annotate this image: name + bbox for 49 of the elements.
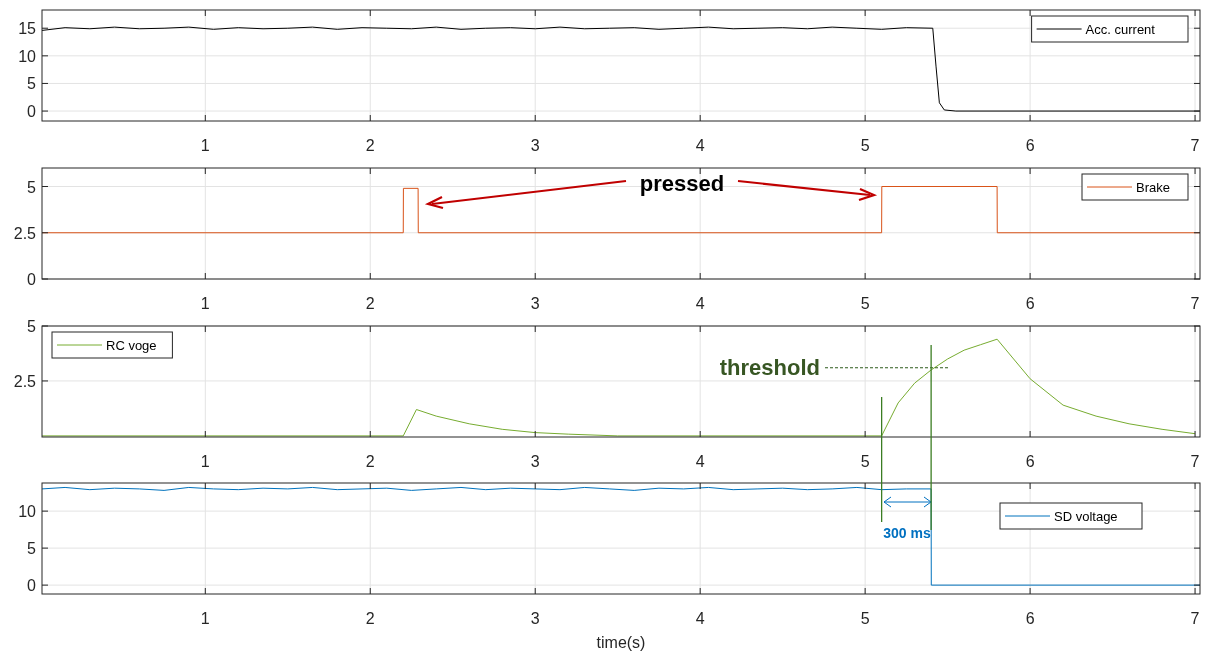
y-tick-label: 10 bbox=[18, 47, 37, 65]
x-tick-label: 6 bbox=[1025, 610, 1035, 627]
legend-label: Brake bbox=[1136, 180, 1170, 195]
y-tick-label: 5 bbox=[27, 540, 37, 558]
x-tick-label: 4 bbox=[695, 295, 705, 312]
x-tick-label: 6 bbox=[1025, 295, 1035, 312]
x-tick-label: 7 bbox=[1190, 453, 1200, 470]
y-tick-label: 0 bbox=[27, 577, 37, 595]
legend-label: SD voltage bbox=[1054, 509, 1118, 524]
x-tick-label: 2 bbox=[365, 137, 375, 154]
x-tick-label: 5 bbox=[860, 137, 870, 154]
y-tick-label: 2.5 bbox=[13, 372, 37, 390]
x-tick-label: 4 bbox=[695, 137, 705, 154]
x-tick-label: 7 bbox=[1190, 295, 1200, 312]
x-tick-label: 1 bbox=[200, 137, 210, 154]
x-tick-label: 3 bbox=[530, 295, 540, 312]
x-axis-title: time(s) bbox=[596, 634, 646, 651]
x-tick-label: 1 bbox=[200, 453, 210, 470]
x-tick-label: 7 bbox=[1190, 137, 1200, 154]
y-tick-label: 5 bbox=[27, 75, 37, 93]
annotation: pressed bbox=[639, 171, 725, 196]
y-tick-label: 10 bbox=[18, 503, 37, 521]
y-tick-label: 5 bbox=[27, 318, 37, 335]
x-tick-label: 7 bbox=[1190, 610, 1200, 627]
y-tick-label: 2.5 bbox=[13, 224, 37, 242]
x-tick-label: 3 bbox=[530, 453, 540, 470]
y-tick-label: 0 bbox=[27, 103, 37, 121]
x-tick-label: 5 bbox=[860, 295, 870, 312]
x-tick-label: 2 bbox=[365, 610, 375, 627]
x-tick-label: 3 bbox=[530, 610, 540, 627]
legend-label: RC voge bbox=[106, 338, 157, 353]
y-tick-label: 5 bbox=[27, 178, 37, 196]
annotation: threshold bbox=[719, 354, 820, 380]
x-tick-label: 5 bbox=[860, 610, 870, 627]
x-tick-label: 3 bbox=[530, 137, 540, 154]
y-tick-label: 15 bbox=[18, 20, 37, 38]
annotation: 300 ms bbox=[883, 525, 931, 541]
x-tick-label: 4 bbox=[695, 610, 705, 627]
x-tick-label: 2 bbox=[365, 453, 375, 470]
x-tick-label: 1 bbox=[200, 295, 210, 312]
y-tick-label: 0 bbox=[27, 271, 37, 288]
x-tick-label: 4 bbox=[695, 453, 705, 470]
x-tick-label: 1 bbox=[200, 610, 210, 627]
line-series bbox=[41, 338, 1196, 437]
x-tick-label: 6 bbox=[1025, 453, 1035, 470]
legend-label: Acc. current bbox=[1085, 22, 1156, 37]
x-tick-label: 2 bbox=[365, 295, 375, 312]
x-tick-label: 6 bbox=[1025, 137, 1035, 154]
x-tick-label: 5 bbox=[860, 453, 870, 470]
